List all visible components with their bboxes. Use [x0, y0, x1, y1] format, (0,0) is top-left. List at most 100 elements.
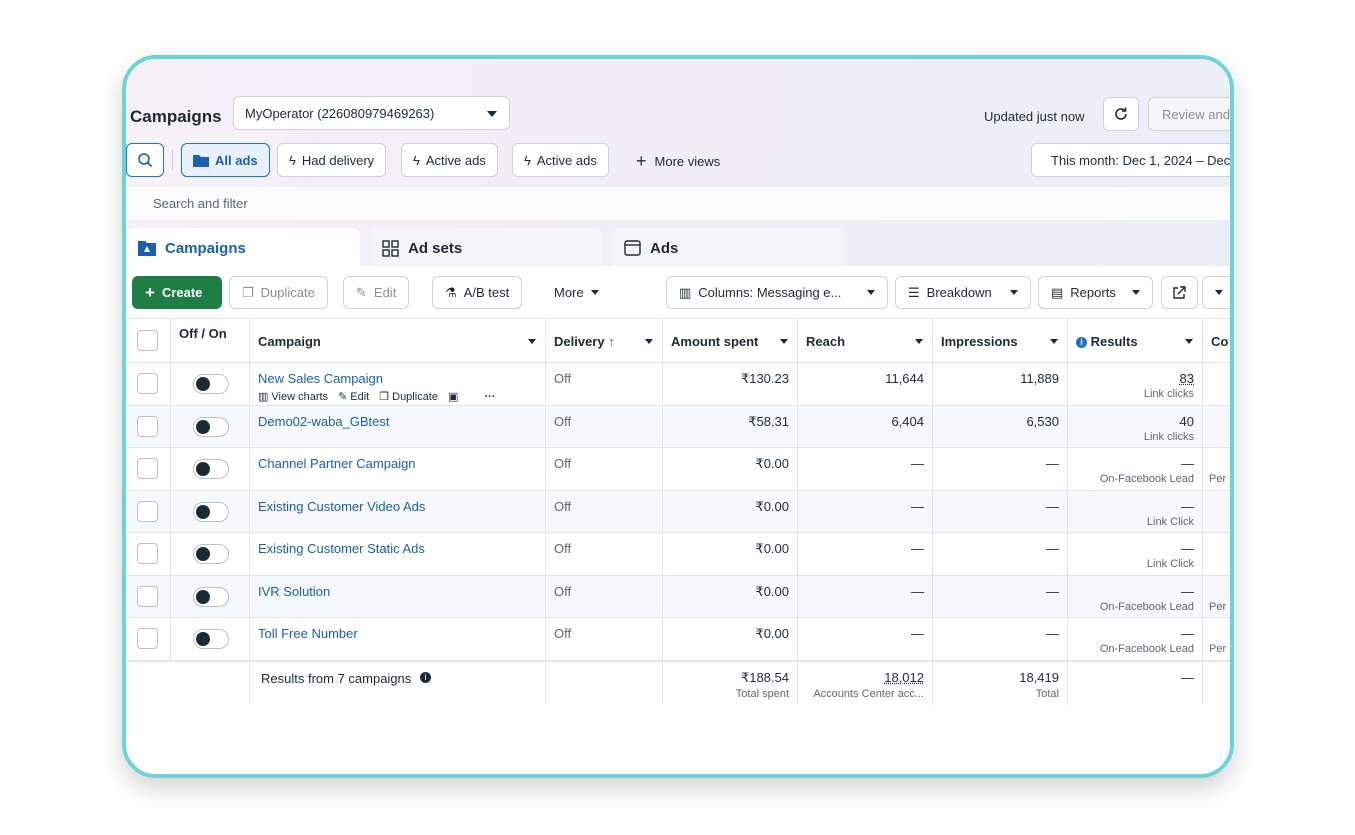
date-range-label: This month: Dec 1, 2024 – Dec 31, 2024 [1051, 152, 1231, 168]
campaign-name-link[interactable]: Existing Customer Static Ads [258, 541, 425, 556]
delivery-cell: Off [546, 406, 663, 447]
campaign-toggle[interactable] [193, 374, 229, 394]
delivery-status: Off [554, 499, 572, 514]
impressions-cell: 11,889 [933, 363, 1068, 405]
caret-down-icon [1010, 290, 1018, 295]
cost-cell: Per [1203, 618, 1230, 660]
table-row[interactable]: Existing Customer Static Ads Off ₹0.00 —… [126, 533, 1230, 576]
col-results[interactable]: i Results [1068, 319, 1203, 362]
amount-spent: ₹130.23 [740, 371, 789, 386]
results-value: — [1181, 584, 1194, 599]
results-value: — [1181, 626, 1194, 641]
table-row[interactable]: Demo02-waba_GBtest Off ₹58.31 6,404 6,53… [126, 406, 1230, 448]
row-checkbox[interactable] [137, 458, 158, 479]
view-all-ads[interactable]: All ads [181, 143, 270, 177]
col-label: Reach [806, 334, 846, 349]
col-reach[interactable]: Reach [798, 319, 933, 362]
export-button[interactable] [1161, 276, 1198, 309]
more-button[interactable]: More [542, 276, 611, 309]
campaign-name-link[interactable]: Existing Customer Video Ads [258, 499, 426, 514]
campaign-toggle[interactable] [193, 587, 229, 607]
table-row[interactable]: IVR Solution Off ₹0.00 — — — On-Facebook… [126, 576, 1230, 618]
delivery-cell: Off [546, 448, 663, 490]
more-views-button[interactable]: + More views [636, 151, 720, 172]
results-cell: 40 Link clicks [1068, 406, 1203, 447]
duplicate-button[interactable]: ❐ Duplicate [229, 276, 328, 309]
row-checkbox[interactable] [137, 586, 158, 607]
view-had-delivery[interactable]: ϟ Had delivery [277, 143, 387, 177]
campaign-name-link[interactable]: Demo02-waba_GBtest [258, 414, 390, 429]
more-options-icon[interactable]: ··· [484, 390, 496, 403]
campaign-name-link[interactable]: Channel Partner Campaign [258, 456, 416, 471]
col-impressions[interactable]: Impressions [933, 319, 1068, 362]
campaign-toggle[interactable] [193, 459, 229, 479]
campaign-name-link[interactable]: Toll Free Number [258, 626, 358, 641]
search-button[interactable] [126, 143, 164, 177]
campaign-toggle[interactable] [193, 629, 229, 649]
tab-label: Campaigns [165, 239, 246, 257]
toggle-cell [171, 406, 250, 447]
col-cost[interactable]: Co [1211, 334, 1229, 349]
row-checkbox[interactable] [137, 543, 158, 564]
row-checkbox[interactable] [137, 501, 158, 522]
duplicate-action[interactable]: ❐ Duplicate [379, 390, 438, 404]
search-filter-input[interactable]: Search and filter [126, 187, 1230, 220]
edit-action[interactable]: ✎ Edit [338, 390, 369, 404]
col-amount-spent[interactable]: Amount spent [663, 319, 798, 362]
col-campaign[interactable]: Campaign [250, 319, 546, 362]
table-row[interactable]: Existing Customer Video Ads Off ₹0.00 — … [126, 491, 1230, 533]
review-publish-button[interactable]: Review and publish [1148, 97, 1230, 131]
date-range-picker[interactable]: This month: Dec 1, 2024 – Dec 31, 2024 [1031, 143, 1231, 177]
duplicate-icon: ❐ [242, 284, 254, 300]
select-all-checkbox[interactable] [137, 330, 158, 351]
row-checkbox[interactable] [137, 628, 158, 649]
refresh-icon [1115, 107, 1127, 120]
col-delivery[interactable]: Delivery ↑ [546, 319, 663, 362]
toggle-cell [171, 618, 250, 660]
row-checkbox[interactable] [137, 373, 158, 394]
impressions-cell: — [933, 618, 1068, 660]
lightning-icon: ϟ [413, 152, 420, 168]
campaign-toggle[interactable] [193, 544, 229, 564]
select-cell [126, 406, 171, 447]
export-menu-button[interactable] [1202, 276, 1230, 309]
view-label: All ads [215, 152, 258, 168]
view-active-ads[interactable]: ϟ Active ads [401, 143, 498, 177]
edit-button[interactable]: ✎ Edit [343, 276, 410, 309]
toggle-cell [171, 576, 250, 617]
campaign-toggle[interactable] [193, 417, 229, 437]
refresh-button[interactable] [1103, 97, 1139, 131]
campaign-name-link[interactable]: New Sales Campaign [258, 371, 384, 386]
table-row[interactable]: Channel Partner Campaign Off ₹0.00 — — —… [126, 448, 1230, 491]
totals-results-cell: — [1068, 662, 1203, 705]
sort-arrow-up-icon: ↑ [608, 334, 615, 349]
col-offon[interactable]: Off / On [171, 319, 250, 362]
tab-ads[interactable]: Ads [612, 228, 846, 268]
reach-cell: — [798, 448, 933, 490]
columns-button[interactable]: ▥ Columns: Messaging e... [666, 276, 888, 309]
col-label: Campaign [258, 334, 321, 349]
cost-cell [1203, 406, 1230, 447]
campaign-toggle[interactable] [193, 502, 229, 522]
view-active-ads-2[interactable]: ϟ Active ads [512, 143, 609, 177]
grid-icon [382, 239, 399, 257]
ab-test-button[interactable]: ⚗ A/B test [432, 276, 523, 309]
table-row[interactable]: New Sales Campaign ▥ View charts ✎ Edit ❐ D… [126, 363, 1230, 406]
reports-button[interactable]: ▤ Reports [1038, 276, 1153, 309]
campaign-name-link[interactable]: IVR Solution [258, 584, 331, 599]
table-row[interactable]: Toll Free Number Off ₹0.00 — — — On-Face… [126, 618, 1230, 661]
image-icon[interactable]: ▣ [447, 391, 459, 403]
tab-campaigns[interactable]: Campaigns [126, 228, 360, 268]
totals-reach-cell: 18,012 Accounts Center acc... [798, 662, 933, 705]
amount-cell: ₹0.00 [663, 448, 798, 490]
create-button[interactable]: + Create [132, 276, 222, 309]
breakdown-button[interactable]: ☰ Breakdown [895, 276, 1031, 309]
external-link-icon [1173, 285, 1186, 299]
tab-ad-sets[interactable]: Ad sets [370, 228, 602, 268]
breakdown-label: Breakdown [926, 285, 992, 300]
account-selector[interactable]: MyOperator (226080979469263) [233, 96, 510, 130]
impressions-value: — [1046, 584, 1059, 599]
view-charts-action[interactable]: ▥ View charts [258, 390, 328, 404]
row-checkbox[interactable] [137, 416, 158, 437]
delivery-status: Off [554, 584, 572, 599]
